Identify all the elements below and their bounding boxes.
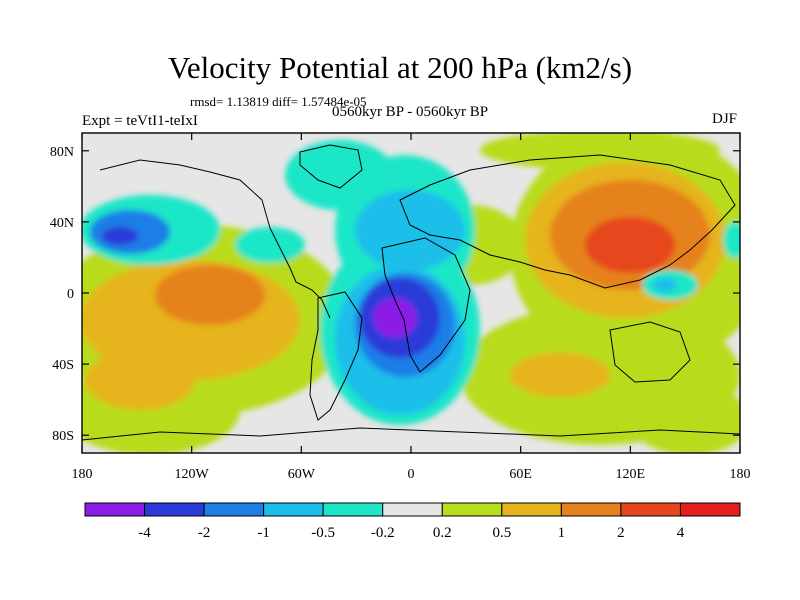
lon-tick-label: 60W: [288, 467, 316, 482]
coastline-australia: [609, 321, 691, 383]
coastline-africa: [381, 237, 471, 373]
colorbar-label: 1: [558, 525, 566, 541]
lon-tick-label: 0: [408, 467, 415, 482]
experiment-label: Expt = teVtI1-teIxI: [82, 113, 198, 129]
period-label: 0560kyr BP - 0560kyr BP: [331, 104, 489, 120]
colorbar-label: 0.2: [433, 525, 452, 541]
coastline-greenland: [299, 144, 363, 189]
lon-tick-label: 120E: [616, 467, 646, 482]
colorbar-box: [560, 502, 622, 517]
coastline-south-america: [309, 291, 363, 421]
colorbar-box: [84, 502, 146, 517]
latitude-axis: 80N 40N 0 40S 80S: [50, 145, 740, 444]
colorbar-box: [144, 502, 205, 517]
colorbar-label: -0.2: [371, 525, 395, 541]
colorbar-box: [322, 502, 384, 517]
lat-tick-label: 40N: [50, 216, 74, 231]
coastline-antarctica: [82, 427, 740, 441]
colorbar-box: [620, 502, 681, 517]
lat-tick-label: 80N: [50, 145, 74, 160]
stats-label: rmsd= 1.13819 diff= 1.57484e-05: [190, 94, 367, 109]
longitude-axis: 180 120W 60W 0 60E 120E 180: [72, 133, 751, 482]
colorbar: -4 -2 -1 -0.5 -0.2 0.2 0.5 1 2 4: [84, 502, 741, 541]
colorbar-label: 4: [677, 525, 685, 541]
colorbar-box: [441, 502, 503, 517]
coastlines: [82, 144, 740, 441]
colorbar-label: -2: [198, 525, 211, 541]
colorbar-label: 2: [617, 525, 625, 541]
colorbar-label: 0.5: [492, 525, 511, 541]
colorbar-label: -1: [257, 525, 270, 541]
colorbar-label: -0.5: [311, 525, 335, 541]
lon-tick-label: 120W: [175, 467, 210, 482]
lat-tick-label: 40S: [52, 358, 74, 373]
lon-tick-label: 180: [72, 467, 93, 482]
lat-tick-label: 80S: [52, 429, 74, 444]
colorbar-box: [679, 502, 741, 517]
colorbar-box: [382, 502, 443, 517]
lat-tick-label: 0: [67, 287, 74, 302]
colorbar-box: [263, 502, 324, 517]
lon-tick-label: 180: [730, 467, 751, 482]
coastline-north-america: [99, 159, 331, 319]
coastline-eurasia: [399, 154, 736, 289]
colorbar-box: [203, 502, 265, 517]
colorbar-box: [501, 502, 562, 517]
velocity-potential-field: [82, 133, 740, 453]
season-label: DJF: [712, 111, 738, 127]
colorbar-label: -4: [138, 525, 151, 541]
plot-title: Velocity Potential at 200 hPa (km2/s): [167, 50, 633, 85]
lon-tick-label: 60E: [509, 467, 532, 482]
